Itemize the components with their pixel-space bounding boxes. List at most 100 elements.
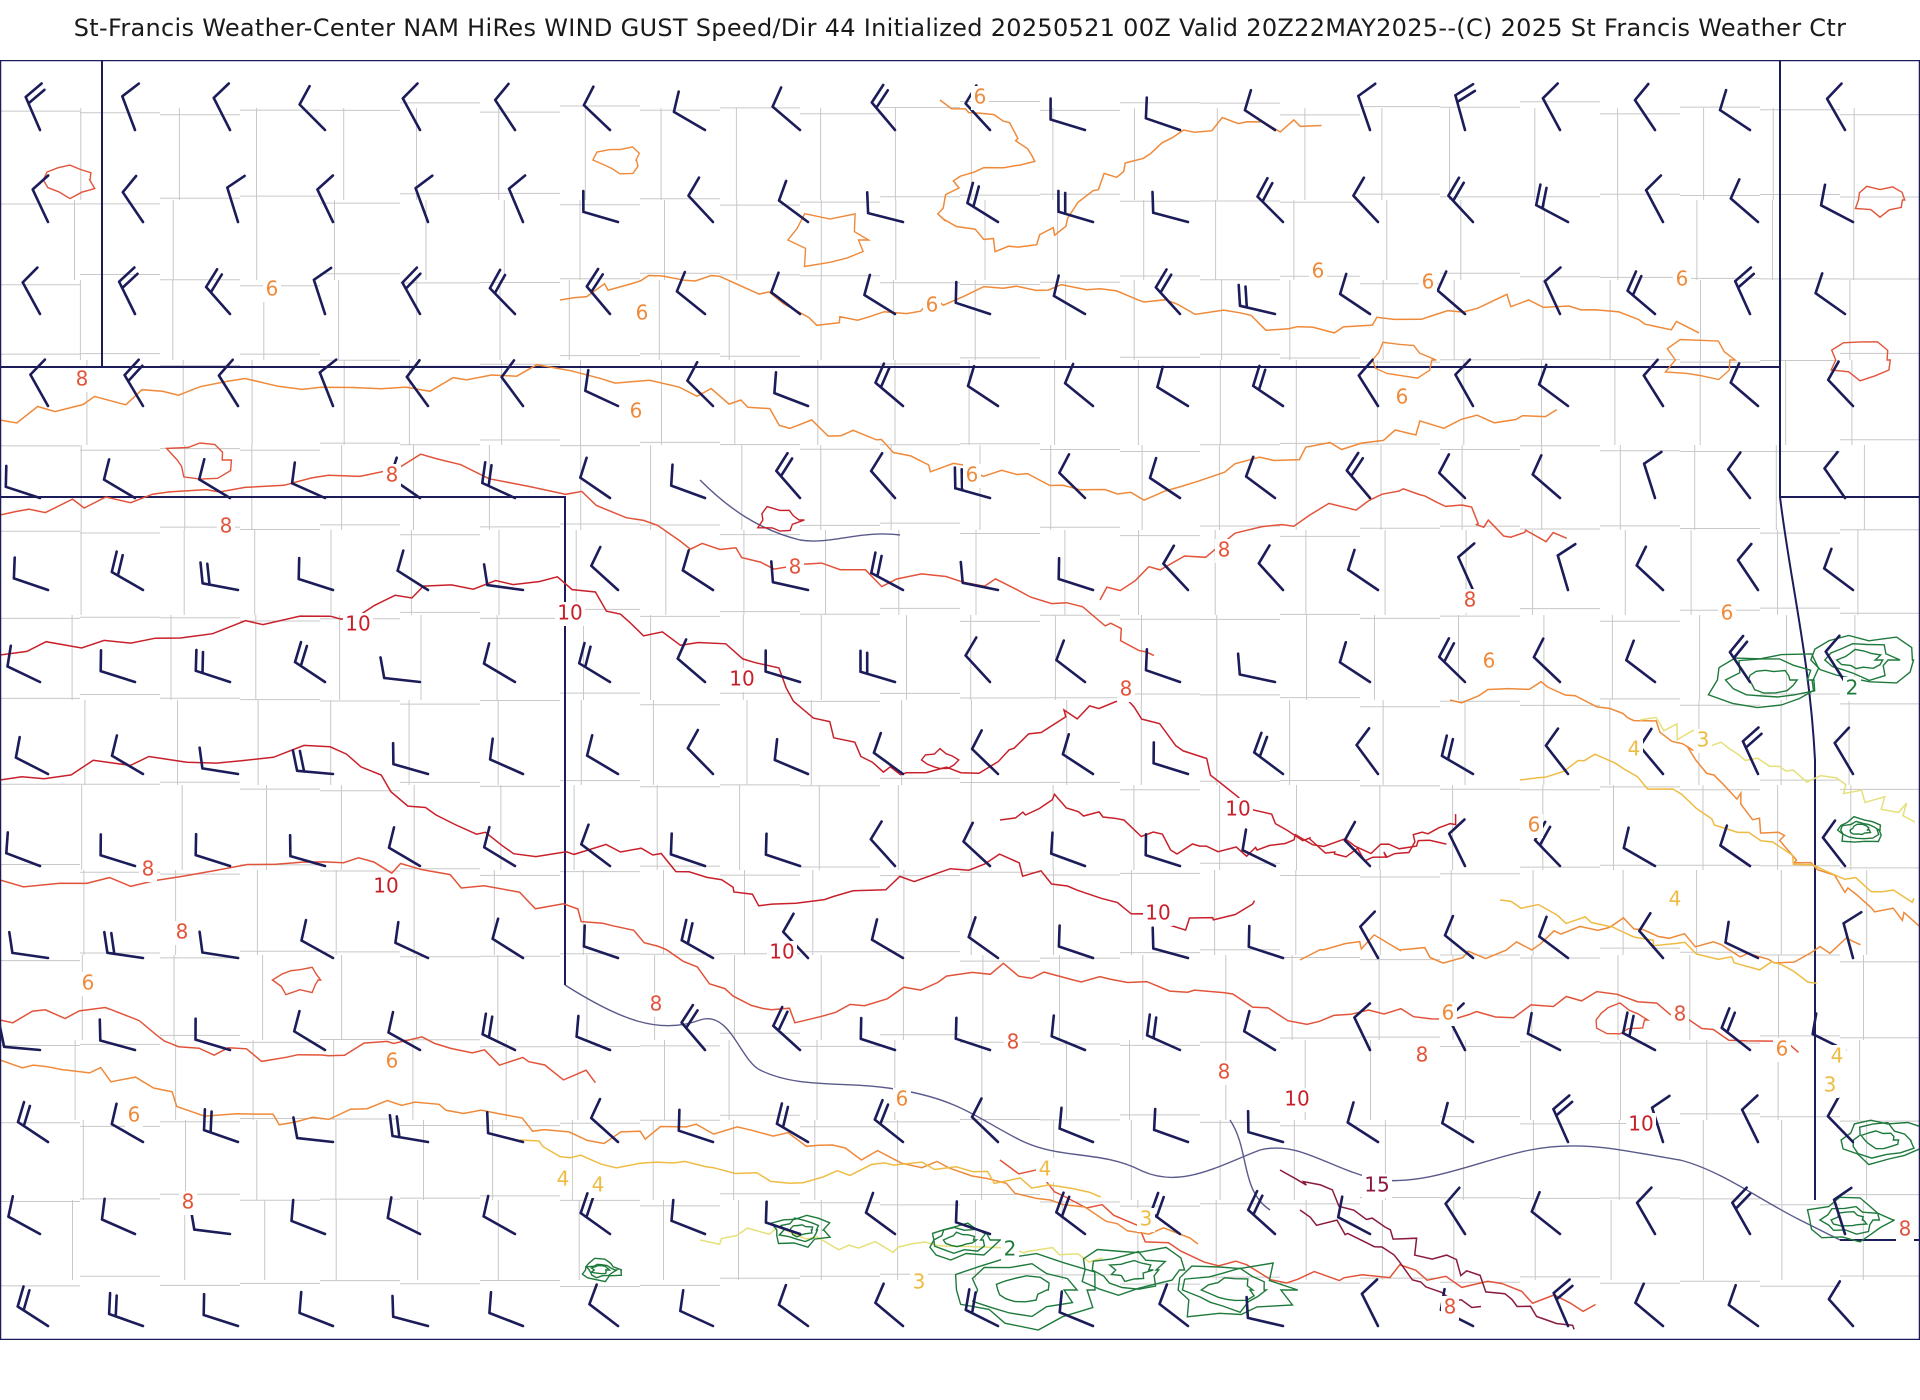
gust-contour-blob bbox=[164, 442, 233, 480]
wind-barb bbox=[1236, 652, 1277, 684]
wind-barb bbox=[964, 1288, 1000, 1328]
gust-contour-2 bbox=[1707, 653, 1820, 709]
contour-label: 10 bbox=[769, 940, 794, 964]
contour-label: 6 bbox=[1528, 813, 1541, 837]
wind-barb bbox=[585, 267, 612, 316]
wind-barb bbox=[575, 1014, 612, 1052]
wind-barb bbox=[1057, 924, 1095, 960]
wind-barb bbox=[1729, 178, 1760, 224]
contour-label: 8 bbox=[1444, 1295, 1457, 1319]
wind-barb bbox=[873, 1098, 905, 1144]
wind-barb bbox=[4, 464, 42, 500]
contour-label-bg bbox=[1362, 1174, 1392, 1198]
wind-barb bbox=[316, 174, 335, 224]
contour-label: 10 bbox=[1628, 1112, 1653, 1136]
contour-label: 8 bbox=[1899, 1217, 1912, 1241]
wind-barb bbox=[1437, 637, 1467, 684]
wind-barb bbox=[1552, 1094, 1574, 1144]
gust-contour bbox=[699, 1225, 1103, 1263]
wind-barb bbox=[288, 833, 327, 868]
wind-barb bbox=[414, 174, 434, 224]
map-panel: 6 6 6 6 6 6 6 6 6 6 6 6 6 6 6 6 6 6 6 8 8 8 8 8 8 8 8 8 8 8 8 8 8 8 8 8 10 10… bbox=[0, 60, 1920, 1340]
wind-barb bbox=[491, 917, 525, 960]
wind-barb bbox=[202, 1108, 240, 1144]
wind-barb bbox=[482, 1194, 517, 1236]
wind-barb bbox=[874, 362, 905, 408]
wind-barb bbox=[391, 741, 430, 776]
wind-barb bbox=[102, 458, 137, 500]
rivers bbox=[564, 479, 1841, 1241]
wind-barb bbox=[1158, 1283, 1190, 1328]
contour-label-bg bbox=[1215, 539, 1233, 563]
wind-barb bbox=[870, 551, 905, 592]
gust-contour-blob bbox=[786, 212, 872, 268]
contour-label-bg bbox=[555, 602, 585, 626]
wind-barb bbox=[198, 746, 240, 776]
contour-label-bg bbox=[1461, 589, 1479, 613]
wind-barb bbox=[676, 638, 707, 684]
wind-barb bbox=[1729, 362, 1760, 408]
contour-label-bg bbox=[383, 464, 401, 488]
wind-barb bbox=[771, 86, 802, 132]
wind-barb bbox=[1145, 1013, 1182, 1052]
wind-barb bbox=[874, 1282, 905, 1328]
contour-label-bg bbox=[1309, 260, 1327, 284]
contour-label: 3 bbox=[913, 1270, 926, 1294]
wind-barb bbox=[1357, 358, 1380, 408]
wind-barb bbox=[401, 266, 422, 316]
wind-barb bbox=[764, 649, 802, 684]
contour-label-bg bbox=[1694, 729, 1712, 753]
wind-barb bbox=[488, 268, 517, 316]
wind-barb bbox=[117, 266, 139, 316]
wind-barb bbox=[772, 1005, 802, 1052]
gust-contour bbox=[999, 792, 1447, 858]
wind-barb bbox=[1733, 266, 1756, 316]
wind-barb bbox=[481, 461, 517, 500]
wind-barb bbox=[482, 563, 525, 592]
contour-label-bg bbox=[1718, 602, 1736, 626]
contour-label: 2 bbox=[1846, 676, 1859, 700]
wind-barb bbox=[1257, 544, 1285, 592]
gust-contour-blob bbox=[1371, 341, 1437, 379]
wind-barb bbox=[1822, 547, 1855, 592]
gust-contour bbox=[0, 1006, 597, 1084]
wind-barb bbox=[1050, 1014, 1087, 1052]
wind-barb bbox=[291, 749, 335, 776]
wind-barb bbox=[1741, 726, 1763, 776]
contour-label-bg bbox=[1143, 902, 1173, 926]
wind-barb bbox=[1441, 1101, 1475, 1144]
wind-barb bbox=[396, 549, 430, 592]
wind-barb bbox=[1728, 634, 1752, 684]
contour-label-bg bbox=[383, 1050, 401, 1074]
wind-barb bbox=[1058, 1290, 1095, 1328]
gust-contour-2 bbox=[971, 1262, 1079, 1318]
contour-label-bg bbox=[1393, 386, 1411, 410]
contour-label: 6 bbox=[974, 85, 987, 109]
contour-label: 10 bbox=[373, 874, 398, 898]
contour-label-bg bbox=[139, 858, 157, 882]
gust-contour-2 bbox=[954, 1252, 1096, 1331]
wind-barb bbox=[1544, 727, 1570, 776]
wind-barb bbox=[1543, 266, 1562, 316]
gust-contour bbox=[1299, 916, 1861, 964]
wind-barb bbox=[1635, 1186, 1657, 1236]
contour-label: 6 bbox=[128, 1103, 141, 1127]
wind-barb bbox=[103, 930, 145, 960]
county-lines bbox=[0, 101, 1920, 1287]
contour-label-bg bbox=[1828, 1045, 1846, 1069]
gust-contour bbox=[1279, 1169, 1575, 1330]
gust-contour-2 bbox=[581, 1257, 623, 1283]
wind-barb bbox=[298, 84, 327, 132]
wind-barb bbox=[1440, 734, 1475, 776]
wind-barb bbox=[1355, 727, 1380, 776]
wind-barb bbox=[1055, 1191, 1087, 1236]
wind-barb bbox=[1526, 1011, 1562, 1052]
wind-barb bbox=[869, 820, 897, 868]
wind-barb bbox=[1635, 545, 1665, 592]
contour-label-bg bbox=[786, 556, 804, 580]
wind-barb bbox=[6, 644, 42, 684]
contour-label: 4 bbox=[1831, 1044, 1844, 1068]
wind-barb bbox=[482, 825, 517, 868]
gust-contour-2 bbox=[1809, 634, 1915, 684]
gust-contour-2 bbox=[1849, 823, 1872, 836]
